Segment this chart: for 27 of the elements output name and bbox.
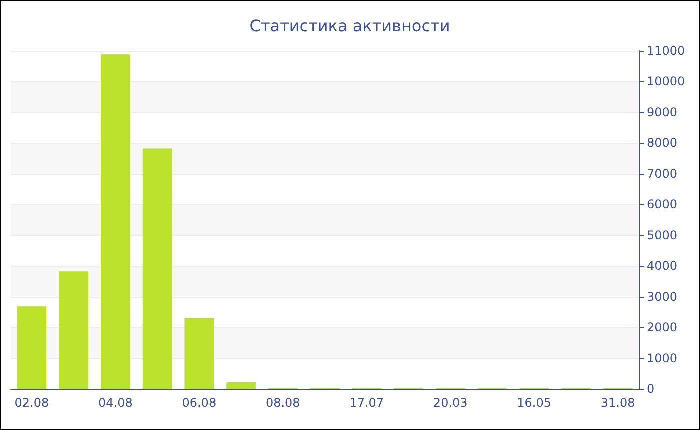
x-tick-label: 16.05 xyxy=(517,396,552,410)
x-tick-label: 06.08 xyxy=(182,396,217,410)
chart-title: Статистика активности xyxy=(250,16,450,36)
bar xyxy=(184,318,214,389)
y-tick-label: 10000 xyxy=(647,74,686,89)
bar xyxy=(17,306,47,389)
y-tick-label: 6000 xyxy=(647,198,678,212)
y-tick-label: 9000 xyxy=(647,105,678,120)
x-tick-label: 17.07 xyxy=(350,396,384,410)
bar xyxy=(101,54,130,389)
bar xyxy=(59,272,88,389)
x-tick-label: 08.08 xyxy=(266,396,300,410)
x-tick-label: 04.08 xyxy=(98,396,133,410)
y-tick-label: 2000 xyxy=(647,320,678,335)
y-tick-label: 8000 xyxy=(647,136,678,150)
y-tick-label: 1000 xyxy=(647,351,678,366)
y-tick-label: 7000 xyxy=(647,166,678,181)
bar xyxy=(226,382,256,389)
y-tick-label: 5000 xyxy=(647,228,678,242)
x-tick-label: 20.03 xyxy=(433,396,468,410)
y-tick-label: 4000 xyxy=(647,259,678,274)
y-tick-label: 0 xyxy=(647,382,655,396)
x-tick-label: 31.08 xyxy=(600,396,636,410)
y-tick-label: 3000 xyxy=(647,290,678,304)
y-tick-label: 11000 xyxy=(647,44,686,58)
x-tick-label: 02.08 xyxy=(14,396,50,410)
bar xyxy=(142,148,172,389)
